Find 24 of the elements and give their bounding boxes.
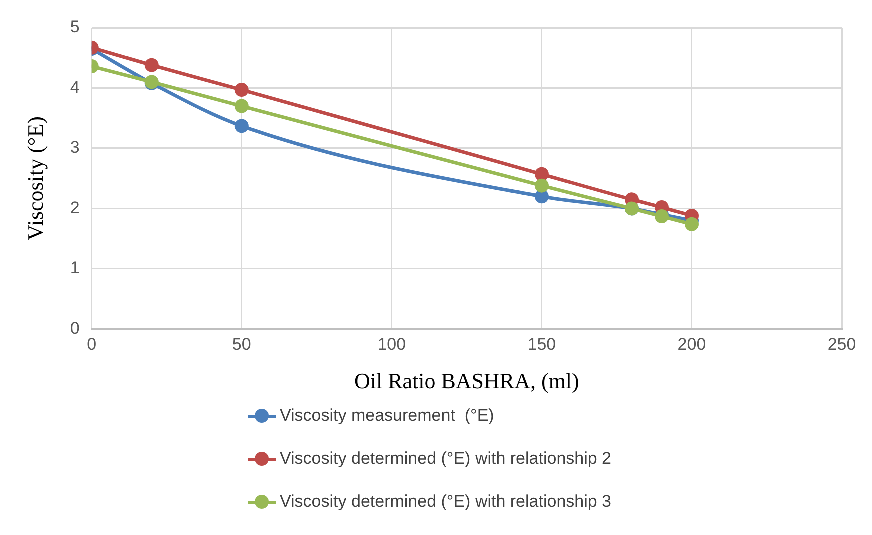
x-tick-label: 150 [528, 335, 556, 354]
legend-label: Viscosity measurement (°E) [280, 406, 494, 426]
x-tick-label: 200 [678, 335, 706, 354]
legend-label: Viscosity determined (°E) with relationship 2 [280, 448, 612, 468]
legend-label: Viscosity determined (°E) with relationship 3 [280, 492, 612, 512]
y-tick-label: 3 [70, 138, 80, 158]
point [234, 83, 249, 98]
y-tick-label: 1 [70, 258, 80, 278]
point [234, 119, 249, 134]
x-axis-title: Oil Ratio BASHRA, (ml) [354, 368, 580, 394]
x-tick-label: 100 [378, 335, 406, 354]
y-axis-title: Viscosity (°E) [22, 116, 48, 241]
x-tick-label: 0 [87, 335, 97, 354]
y-tick-label: 5 [70, 18, 80, 37]
x-tick-label: 250 [828, 335, 856, 354]
point [144, 58, 159, 72]
x-tick-label: 50 [232, 335, 252, 354]
point [534, 178, 549, 193]
y-tick-label: 4 [70, 78, 80, 97]
point [534, 167, 549, 182]
y-tick-label: 0 [70, 318, 80, 338]
y-tick-label: 2 [70, 198, 80, 218]
point [234, 99, 249, 114]
point [684, 217, 699, 232]
